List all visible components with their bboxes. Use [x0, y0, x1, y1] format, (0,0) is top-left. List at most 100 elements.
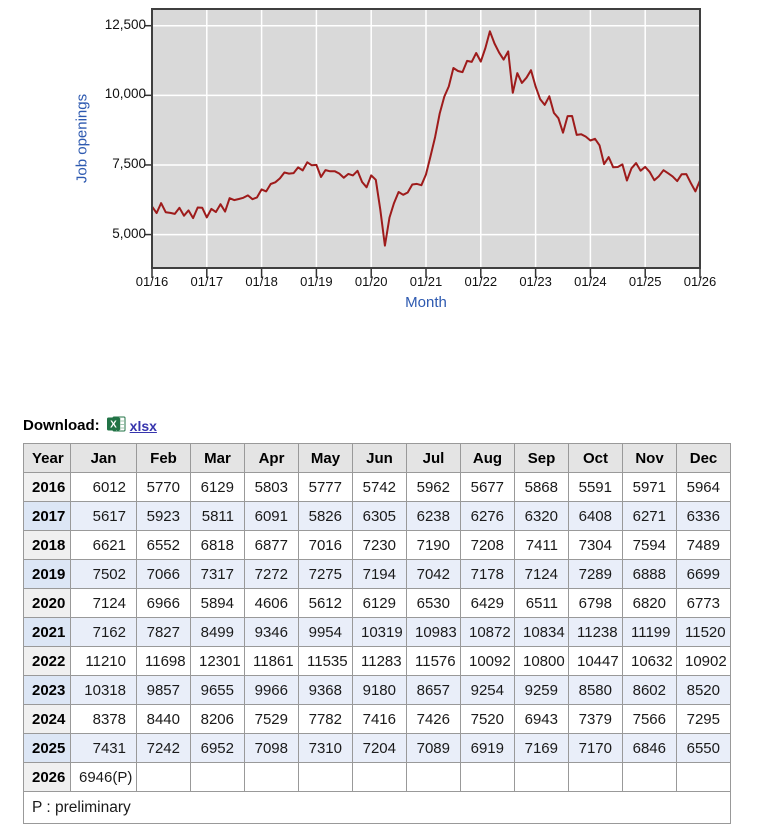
- value-cell: [244, 762, 299, 792]
- value-cell: 6305: [352, 501, 407, 531]
- value-cell: 5612: [298, 588, 353, 618]
- value-cell: 6276: [460, 501, 515, 531]
- value-cell: 11861: [244, 646, 299, 676]
- year-cell: 2018: [23, 530, 71, 560]
- value-cell: 9259: [514, 675, 569, 705]
- value-cell: 8378: [70, 704, 137, 734]
- year-cell: 2023: [23, 675, 71, 705]
- value-cell: 4606: [244, 588, 299, 618]
- value-cell: 11576: [406, 646, 461, 676]
- value-cell: 11238: [568, 617, 623, 647]
- column-header-aug: Aug: [460, 443, 515, 473]
- column-header-may: May: [298, 443, 353, 473]
- value-cell: 6846: [622, 733, 677, 763]
- value-cell: 9954: [298, 617, 353, 647]
- value-cell: 7289: [568, 559, 623, 589]
- year-cell: 2017: [23, 501, 71, 531]
- value-cell: 6271: [622, 501, 677, 531]
- value-cell: 7208: [460, 530, 515, 560]
- value-cell: 7529: [244, 704, 299, 734]
- value-cell: 6818: [190, 530, 245, 560]
- value-cell: 7502: [70, 559, 137, 589]
- column-header-mar: Mar: [190, 443, 245, 473]
- value-cell: 10902: [676, 646, 731, 676]
- value-cell: 10834: [514, 617, 569, 647]
- year-cell: 2026: [23, 762, 71, 792]
- preliminary-footnote: P : preliminary: [23, 791, 731, 824]
- value-cell: 7162: [70, 617, 137, 647]
- value-cell: 6012: [70, 472, 137, 502]
- value-cell: 9857: [136, 675, 191, 705]
- value-cell: 10447: [568, 646, 623, 676]
- table-body: 2016 6012 5770 6129 5803 5777 5742 5962 5677 5868…: [23, 472, 731, 792]
- x-tick-label: 01/18: [245, 274, 278, 289]
- value-cell: 9180: [352, 675, 407, 705]
- value-cell: 7379: [568, 704, 623, 734]
- column-header-year: Year: [23, 443, 71, 473]
- value-cell: 7275: [298, 559, 353, 589]
- x-tick-label: 01/26: [683, 274, 717, 289]
- value-cell: 5811: [190, 501, 245, 531]
- value-cell: 7042: [406, 559, 461, 589]
- value-cell: 9966: [244, 675, 299, 705]
- value-cell: 5770: [136, 472, 191, 502]
- value-cell: 7426: [406, 704, 461, 734]
- value-cell: 10319: [352, 617, 407, 647]
- table-row-2021: 2021 7162 7827 8499 9346 9954 10319 10983 10872 1…: [23, 617, 731, 647]
- x-axis-title: Month: [405, 294, 447, 311]
- value-cell: 10632: [622, 646, 677, 676]
- value-cell: 8657: [406, 675, 461, 705]
- table-header-row: Year Jan Feb Mar Apr May Jun Jul Aug Sep Oct Nov Dec: [23, 443, 731, 473]
- value-cell: 7411: [514, 530, 569, 560]
- value-cell: 6408: [568, 501, 623, 531]
- value-cell: 6820: [622, 588, 677, 618]
- value-cell: 9346: [244, 617, 299, 647]
- value-cell: 7416: [352, 704, 407, 734]
- value-cell: 7310: [298, 733, 353, 763]
- value-cell: 8499: [190, 617, 245, 647]
- value-cell: 5826: [298, 501, 353, 531]
- value-cell: 8602: [622, 675, 677, 705]
- table-row-2025: 2025 7431 7242 6952 7098 7310 7204 7089 6919 7169…: [23, 733, 731, 763]
- value-cell: 7827: [136, 617, 191, 647]
- value-cell: 6238: [406, 501, 461, 531]
- line-chart-canvas: [145, 8, 701, 278]
- excel-file-icon[interactable]: X: [106, 416, 126, 436]
- value-cell: 7489: [676, 530, 731, 560]
- x-tick-label: 01/19: [300, 274, 333, 289]
- y-tick-label: 12,500: [104, 16, 146, 32]
- value-cell: 7204: [352, 733, 407, 763]
- x-tick-label: 01/20: [354, 274, 388, 289]
- value-cell: 5677: [460, 472, 515, 502]
- job-openings-chart: 12,500 10,000 7,500 5,000 01/16 01/17 01/18 01…: [0, 0, 767, 312]
- value-cell: 6943: [514, 704, 569, 734]
- value-cell: 7431: [70, 733, 137, 763]
- value-cell: 7242: [136, 733, 191, 763]
- value-cell: 7304: [568, 530, 623, 560]
- value-cell: 7098: [244, 733, 299, 763]
- y-tick-label: 5,000: [112, 225, 146, 241]
- value-cell: 6336: [676, 501, 731, 531]
- value-cell: 6550: [676, 733, 731, 763]
- table-row-2023: 2023 10318 9857 9655 9966 9368 9180 8657 9254 925…: [23, 675, 731, 705]
- y-tick-label: 7,500: [112, 155, 146, 171]
- value-cell: 7782: [298, 704, 353, 734]
- value-cell: [568, 762, 623, 792]
- value-cell: 6952: [190, 733, 245, 763]
- table-header: Year Jan Feb Mar Apr May Jun Jul Aug Sep Oct Nov Dec: [23, 443, 731, 473]
- table-row-2020: 2020 7124 6966 5894 4606 5612 6129 6530 6429 6511…: [23, 588, 731, 618]
- column-header-nov: Nov: [622, 443, 677, 473]
- year-cell: 2019: [23, 559, 71, 589]
- footnote-row: P : preliminary: [23, 791, 731, 824]
- value-cell: [406, 762, 461, 792]
- xlsx-download-link[interactable]: xlsx: [129, 417, 157, 434]
- value-cell: 5923: [136, 501, 191, 531]
- value-cell: 6877: [244, 530, 299, 560]
- value-cell: 7169: [514, 733, 569, 763]
- value-cell: 7594: [622, 530, 677, 560]
- value-cell: [460, 762, 515, 792]
- year-cell: 2016: [23, 472, 71, 502]
- value-cell: 11535: [298, 646, 353, 676]
- value-cell: 11283: [352, 646, 407, 676]
- value-cell: [298, 762, 353, 792]
